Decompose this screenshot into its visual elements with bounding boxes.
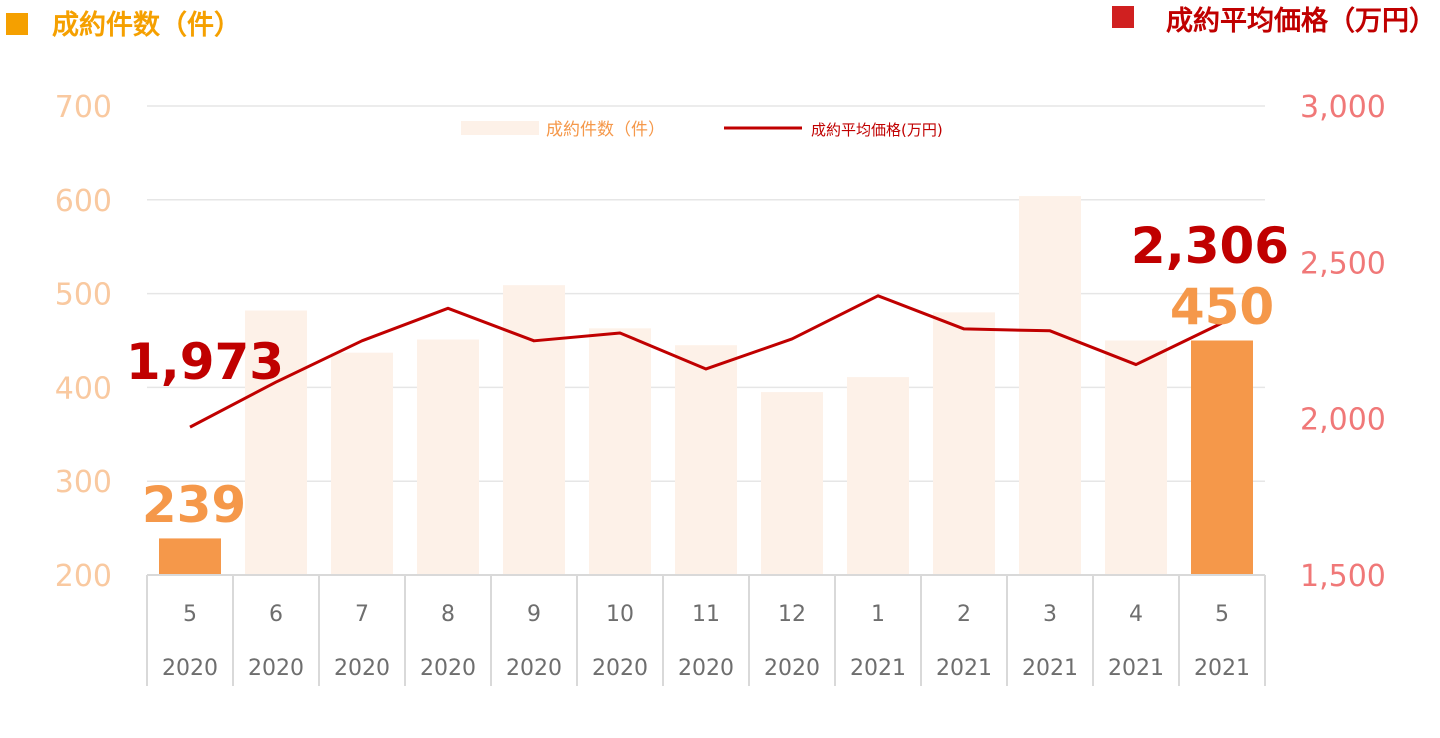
bar-2020-5 <box>159 538 221 575</box>
callout-last-count: 450 <box>1170 278 1274 336</box>
category-month-label: 8 <box>441 602 455 627</box>
left-tick-label: 400 <box>55 371 112 406</box>
left-tick-label: 600 <box>55 184 112 219</box>
bar-2021-1 <box>847 377 909 575</box>
header-right-title: 成約平均価格（万円） <box>1166 5 1436 37</box>
category-year-label: 2021 <box>1194 656 1250 681</box>
callout-first-price: 1,973 <box>126 333 284 391</box>
category-month-label: 10 <box>606 602 634 627</box>
category-year-label: 2020 <box>248 656 304 681</box>
category-month-label: 2 <box>957 602 971 627</box>
bar-2020-9 <box>503 285 565 575</box>
left-tick-label: 700 <box>55 90 112 125</box>
price-line <box>189 294 1223 429</box>
right-tick-label: 1,500 <box>1300 559 1386 594</box>
left-tick-label: 300 <box>55 465 112 500</box>
callout-last-price: 2,306 <box>1131 217 1289 275</box>
category-year-label: 2020 <box>592 656 648 681</box>
category-month-label: 12 <box>778 602 806 627</box>
right-axis: 1,500 2,000 2,500 3,000 <box>1300 90 1386 594</box>
legend-line-label: 成約平均価格(万円) <box>811 121 943 139</box>
legend: 成約件数（件） 成約平均価格(万円) <box>461 120 943 140</box>
bar-2020-10 <box>589 328 651 575</box>
bar-2020-12 <box>761 392 823 575</box>
bars <box>159 196 1253 575</box>
right-tick-label: 2,500 <box>1300 246 1386 281</box>
bar-2021-2 <box>933 312 995 575</box>
category-month-label: 7 <box>355 602 369 627</box>
category-year-label: 2021 <box>850 656 906 681</box>
left-axis: 200 300 400 500 600 700 <box>55 90 112 594</box>
category-year-label: 2021 <box>1108 656 1164 681</box>
bar-2020-8 <box>417 339 479 575</box>
header-left-title: 成約件数（件） <box>52 9 241 41</box>
header-right: 成約平均価格（万円） <box>1112 5 1436 37</box>
category-year-label: 2020 <box>506 656 562 681</box>
category-month-label: 3 <box>1043 602 1057 627</box>
category-axis: 5202062020720208202092020102020112020122… <box>146 574 1266 686</box>
bar-2021-4 <box>1105 340 1167 575</box>
callout-first-count: 239 <box>142 476 246 534</box>
header-left: 成約件数（件） <box>6 9 241 41</box>
legend-bar-swatch <box>461 121 539 135</box>
category-year-label: 2020 <box>678 656 734 681</box>
category-year-label: 2021 <box>1022 656 1078 681</box>
bar-2021-3 <box>1019 196 1081 575</box>
category-year-label: 2021 <box>936 656 992 681</box>
header-left-marker <box>6 13 28 35</box>
category-month-label: 5 <box>1215 602 1229 627</box>
category-year-label: 2020 <box>764 656 820 681</box>
right-tick-label: 2,000 <box>1300 403 1386 438</box>
header-right-marker <box>1112 6 1134 28</box>
category-year-label: 2020 <box>334 656 390 681</box>
bar-2021-5 <box>1191 340 1253 575</box>
category-year-label: 2020 <box>162 656 218 681</box>
right-tick-label: 3,000 <box>1300 90 1386 125</box>
category-month-label: 9 <box>527 602 541 627</box>
left-tick-label: 200 <box>55 559 112 594</box>
bar-2020-7 <box>331 352 393 575</box>
bar-2020-11 <box>675 345 737 575</box>
category-month-label: 1 <box>871 602 885 627</box>
bar-2020-6 <box>245 310 307 575</box>
category-year-label: 2020 <box>420 656 476 681</box>
legend-bar-label: 成約件数（件） <box>546 120 665 140</box>
left-tick-label: 500 <box>55 278 112 313</box>
category-month-label: 11 <box>692 602 720 627</box>
callouts: 1,973 2,306 239 450 <box>126 217 1289 534</box>
category-month-label: 4 <box>1129 602 1143 627</box>
category-month-label: 6 <box>269 602 283 627</box>
category-month-label: 5 <box>183 602 197 627</box>
